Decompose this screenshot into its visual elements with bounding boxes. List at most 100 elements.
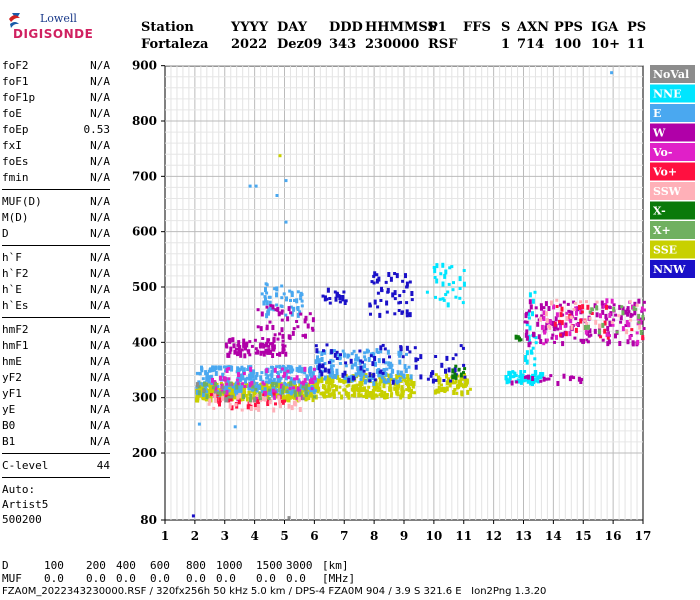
data-point xyxy=(236,377,240,380)
data-point xyxy=(289,365,293,371)
data-point xyxy=(227,395,231,399)
data-point xyxy=(389,364,393,370)
data-point xyxy=(344,364,348,368)
header-label-s: S xyxy=(501,20,511,35)
data-point xyxy=(285,394,289,398)
data-point xyxy=(440,362,444,368)
param-label: MUF(D) xyxy=(2,195,42,208)
data-point xyxy=(574,317,578,321)
data-point xyxy=(250,344,254,348)
data-point xyxy=(233,425,237,429)
data-point xyxy=(280,309,284,313)
data-point xyxy=(239,386,243,392)
data-point xyxy=(254,351,258,355)
legend-label: SSE xyxy=(653,244,677,257)
data-point xyxy=(408,280,412,284)
data-point xyxy=(273,287,277,291)
data-point xyxy=(611,323,615,327)
data-point xyxy=(379,376,383,381)
data-point xyxy=(338,362,342,365)
data-point xyxy=(263,391,266,396)
data-point xyxy=(405,388,409,392)
table-cell: 1500 xyxy=(256,559,283,572)
data-point xyxy=(568,331,572,337)
data-point xyxy=(238,392,242,398)
data-point xyxy=(638,324,642,330)
data-point xyxy=(230,405,234,411)
data-point xyxy=(367,357,371,362)
data-point xyxy=(532,379,536,385)
data-point xyxy=(311,317,315,323)
data-point xyxy=(363,351,367,355)
data-point xyxy=(316,380,320,384)
data-point xyxy=(451,288,455,292)
data-point xyxy=(204,370,208,376)
data-point xyxy=(225,377,229,383)
data-point xyxy=(541,372,545,376)
data-point xyxy=(542,316,546,321)
data-point xyxy=(440,383,443,387)
data-point xyxy=(285,296,288,302)
data-point xyxy=(562,373,566,379)
data-point xyxy=(263,396,267,402)
data-point xyxy=(562,300,566,304)
data-point xyxy=(373,271,377,277)
data-point xyxy=(267,338,271,342)
data-point xyxy=(195,382,199,388)
data-point xyxy=(381,371,385,375)
data-point xyxy=(509,371,512,377)
data-point xyxy=(527,309,531,313)
param-row: fmin N/A xyxy=(2,170,110,186)
data-point xyxy=(607,339,611,345)
data-point xyxy=(395,390,398,394)
data-point xyxy=(331,391,335,397)
data-point xyxy=(296,325,300,329)
data-point xyxy=(265,368,269,374)
data-point xyxy=(337,377,341,383)
data-point xyxy=(547,377,551,381)
data-point xyxy=(247,349,251,355)
data-point xyxy=(280,296,284,300)
x-tick-label: 8 xyxy=(370,529,378,543)
data-point xyxy=(225,389,229,395)
header-label-yyyy: YYYY xyxy=(231,20,269,35)
data-point xyxy=(604,303,607,306)
param-row: foEp 0.53 xyxy=(2,122,110,138)
data-point xyxy=(265,324,269,330)
data-point xyxy=(585,338,589,342)
data-point xyxy=(233,388,237,394)
data-point xyxy=(558,303,562,307)
data-point xyxy=(258,343,262,349)
data-point xyxy=(520,378,524,384)
data-point xyxy=(395,379,399,385)
data-point xyxy=(269,398,273,402)
data-point xyxy=(610,298,614,304)
data-point xyxy=(531,373,535,377)
data-point xyxy=(406,382,410,386)
data-point xyxy=(372,372,376,378)
data-point xyxy=(219,382,223,385)
data-point xyxy=(256,399,260,405)
data-point xyxy=(258,392,262,398)
data-point xyxy=(330,368,334,374)
data-point xyxy=(321,363,325,369)
data-point xyxy=(608,306,612,309)
data-point xyxy=(462,281,466,287)
data-point xyxy=(621,306,625,312)
data-point xyxy=(382,378,386,384)
data-point xyxy=(531,298,535,304)
data-point xyxy=(617,314,621,318)
data-point xyxy=(532,332,536,338)
data-point xyxy=(350,393,354,397)
data-point xyxy=(386,349,390,355)
data-point xyxy=(442,298,446,302)
x-tick-label: 4 xyxy=(250,529,258,543)
data-point xyxy=(310,326,314,330)
data-point xyxy=(431,370,435,376)
data-point xyxy=(533,374,537,378)
data-point xyxy=(545,318,549,324)
data-point xyxy=(225,365,229,369)
table-cell: 600 xyxy=(150,559,170,572)
data-point xyxy=(314,359,318,365)
data-point xyxy=(265,376,269,380)
